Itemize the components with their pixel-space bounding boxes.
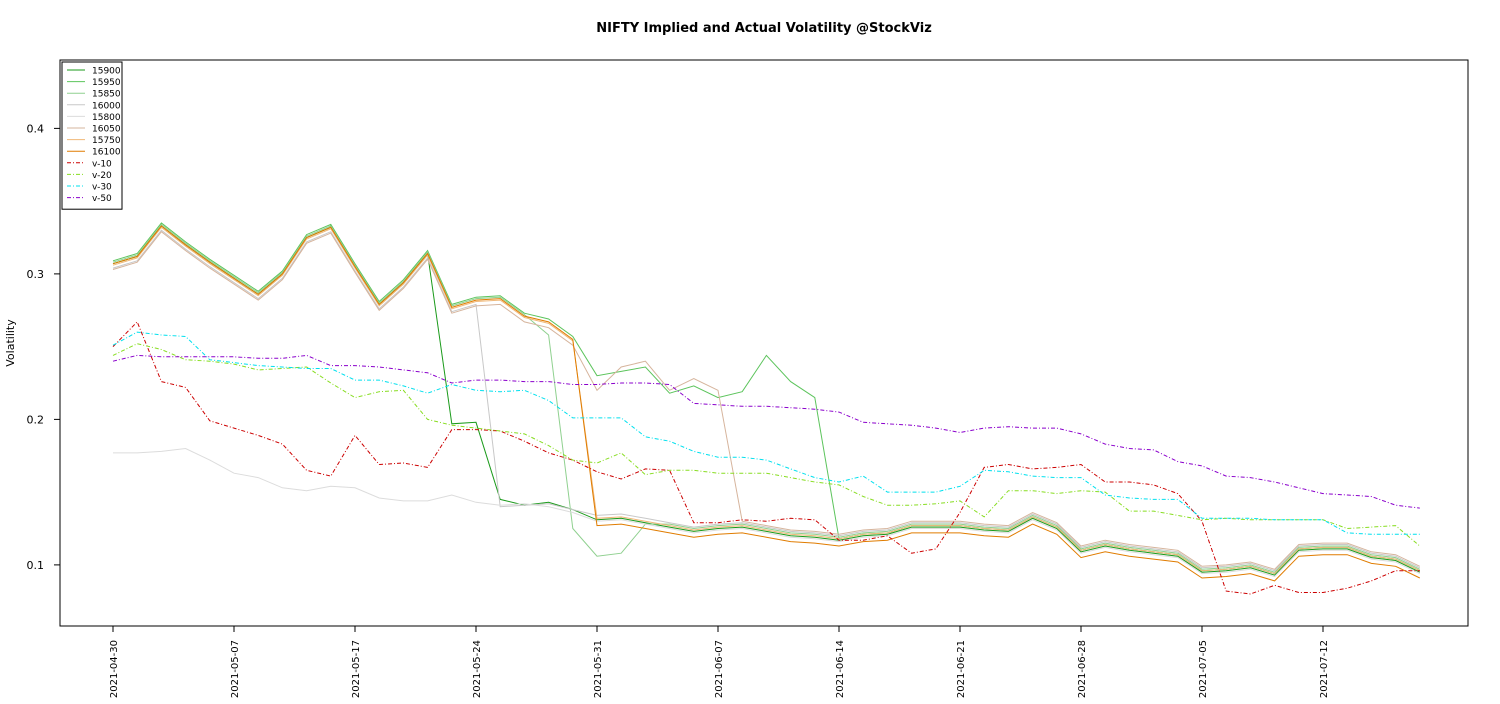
legend-label: v-50 (92, 194, 112, 204)
legend-label: 15900 (92, 67, 121, 77)
x-tick-label: 2021-06-14 (835, 640, 846, 698)
x-tick-label: 2021-06-21 (956, 640, 967, 698)
legend-label: 15850 (92, 90, 121, 100)
x-tick-label: 2021-05-17 (351, 640, 362, 698)
y-tick-label: 0.4 (27, 122, 45, 135)
legend-label: v-30 (92, 183, 112, 193)
legend-label: 15800 (92, 113, 121, 123)
series-line (112, 223, 1421, 573)
x-tick-label: 2021-07-12 (1319, 640, 1330, 698)
legend-label: 16050 (92, 125, 121, 135)
legend-label: v-20 (92, 171, 112, 181)
x-tick-label: 2021-07-05 (1198, 640, 1209, 698)
y-tick-label: 0.3 (27, 268, 45, 281)
x-tick-label: 2021-04-30 (109, 640, 120, 698)
y-tick-label: 0.2 (27, 413, 45, 426)
legend-label: 16100 (92, 148, 121, 158)
legend-label: 15950 (92, 78, 121, 88)
series-line (112, 226, 1421, 575)
series-line (112, 229, 1421, 572)
plot-frame (59, 59, 1469, 627)
series-line (112, 225, 1421, 576)
x-tick-label: 2021-06-07 (714, 640, 725, 698)
series-line (112, 321, 1420, 595)
series-line (112, 331, 1420, 535)
chart-title: NIFTY Implied and Actual Volatility @Sto… (596, 21, 932, 36)
legend-box (61, 61, 123, 210)
x-tick-label: 2021-06-28 (1077, 640, 1088, 698)
series-line (112, 354, 1420, 509)
y-tick-label: 0.1 (27, 559, 45, 572)
x-tick-label: 2021-05-31 (593, 640, 604, 698)
x-tick-label: 2021-05-24 (472, 640, 483, 698)
legend-label: 15750 (92, 136, 121, 146)
series-line (113, 447, 1421, 578)
series-line (112, 343, 1421, 547)
legend-label: 16000 (92, 101, 121, 111)
series-line (112, 231, 1421, 570)
x-tick-label: 2021-05-07 (230, 640, 241, 698)
y-axis-label: Volatility (4, 319, 17, 367)
legend-label: v-10 (92, 159, 112, 169)
series-line (112, 225, 1421, 582)
